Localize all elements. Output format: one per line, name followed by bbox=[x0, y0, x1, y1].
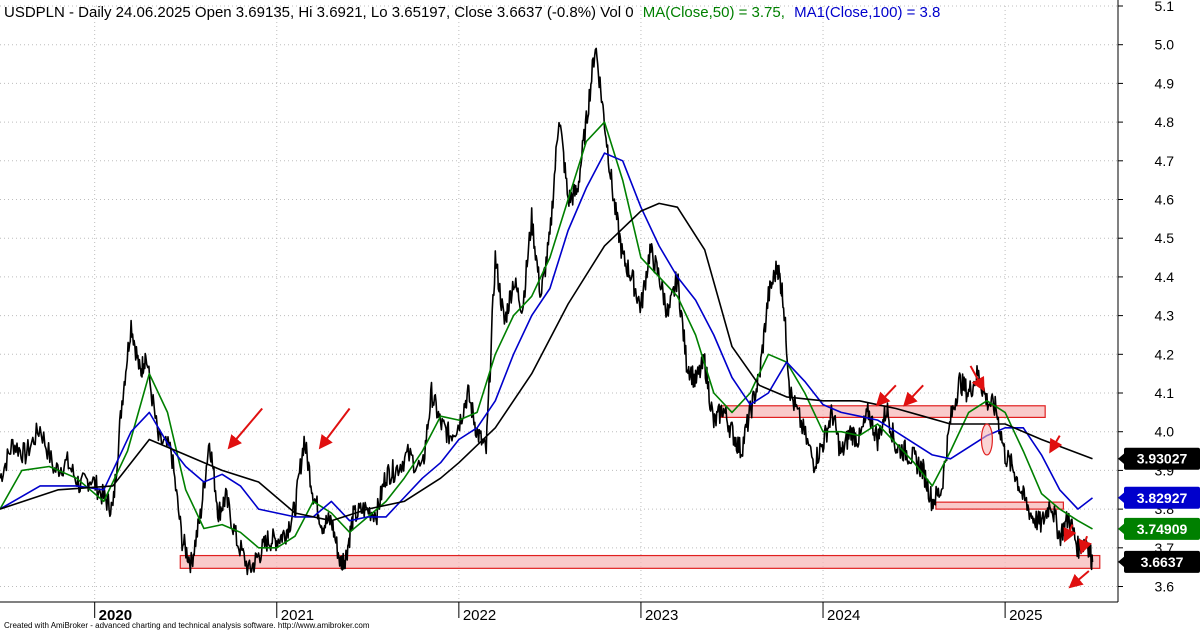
value-badge-pointer bbox=[1118, 522, 1125, 535]
header-ma50: MA(Close,50) = 3.75, bbox=[643, 4, 785, 21]
y-tick-label: 5.0 bbox=[1155, 37, 1175, 53]
value-badge bbox=[1124, 447, 1200, 470]
y-tick-label: 4.2 bbox=[1155, 346, 1175, 362]
annotation-arrow bbox=[227, 407, 263, 450]
support-zone bbox=[179, 554, 1101, 569]
x-tick-label: 2021 bbox=[281, 607, 314, 624]
annotation-arrow bbox=[1049, 435, 1063, 454]
value-badge-label: 3.93027 bbox=[1137, 451, 1188, 467]
ma-line bbox=[0, 202, 1093, 522]
y-tick-label: 4.9 bbox=[1155, 75, 1175, 91]
annotation-arrow bbox=[1068, 570, 1090, 589]
x-tick-label: 2020 bbox=[99, 607, 132, 624]
x-tick-label: 2023 bbox=[645, 607, 678, 624]
annotation-arrow bbox=[969, 365, 985, 392]
value-badge-pointer bbox=[1118, 491, 1125, 504]
value-badge-pointer bbox=[1118, 452, 1125, 465]
chart-series bbox=[0, 47, 1094, 576]
annotation-arrow bbox=[875, 384, 897, 407]
support-zone bbox=[935, 501, 1064, 510]
x-tick-label: 2022 bbox=[463, 607, 496, 624]
annotation-arrow bbox=[318, 407, 351, 450]
header-quote: USDPLN - Daily 24.06.2025 Open 3.69135, … bbox=[4, 4, 634, 21]
ma-line bbox=[0, 121, 1093, 549]
y-tick-label: 4.6 bbox=[1155, 192, 1175, 208]
value-badge-label: 3.6637 bbox=[1141, 554, 1184, 570]
value-badge-label: 3.82927 bbox=[1137, 490, 1188, 506]
value-badge bbox=[1124, 517, 1200, 540]
y-tick-label: 4.7 bbox=[1155, 153, 1175, 169]
x-tick-label: 2025 bbox=[1009, 607, 1042, 624]
annotation-arrow bbox=[1063, 524, 1077, 543]
y-tick-label: 4.0 bbox=[1155, 424, 1175, 440]
highlight-ellipse bbox=[980, 423, 993, 456]
y-tick-label: 5.1 bbox=[1155, 0, 1175, 14]
chart-axes: 3.63.73.83.94.04.14.24.34.44.54.64.74.84… bbox=[0, 0, 1174, 624]
value-badge bbox=[1124, 550, 1200, 573]
chart-header: USDPLN - Daily 24.06.2025 Open 3.69135, … bbox=[4, 4, 940, 21]
value-badge bbox=[1124, 486, 1200, 509]
value-badge-pointer bbox=[1118, 555, 1125, 568]
y-tick-label: 4.4 bbox=[1155, 269, 1175, 285]
annotation-arrow bbox=[903, 384, 924, 407]
y-tick-label: 4.3 bbox=[1155, 308, 1175, 324]
price-line bbox=[0, 47, 1094, 576]
y-tick-label: 3.6 bbox=[1155, 579, 1175, 595]
footer-credit: Created with AmiBroker - advanced charti… bbox=[4, 621, 370, 630]
chart-grid bbox=[0, 5, 1118, 602]
value-badge-label: 3.74909 bbox=[1137, 521, 1188, 537]
header-ma100: MA1(Close,100) = 3.8 bbox=[794, 4, 940, 21]
y-tick-label: 4.8 bbox=[1155, 114, 1175, 130]
y-tick-label: 4.5 bbox=[1155, 230, 1175, 246]
ma-value-badges: 3.74909 3.82927 3.93027 3.6637 bbox=[1118, 447, 1200, 573]
ma-line bbox=[0, 152, 1093, 522]
y-tick-label: 4.1 bbox=[1155, 385, 1175, 401]
support-zones bbox=[179, 405, 1101, 569]
chart-annotations bbox=[227, 365, 1092, 589]
x-tick-label: 2024 bbox=[827, 607, 860, 624]
annotation-arrow bbox=[1078, 535, 1092, 555]
